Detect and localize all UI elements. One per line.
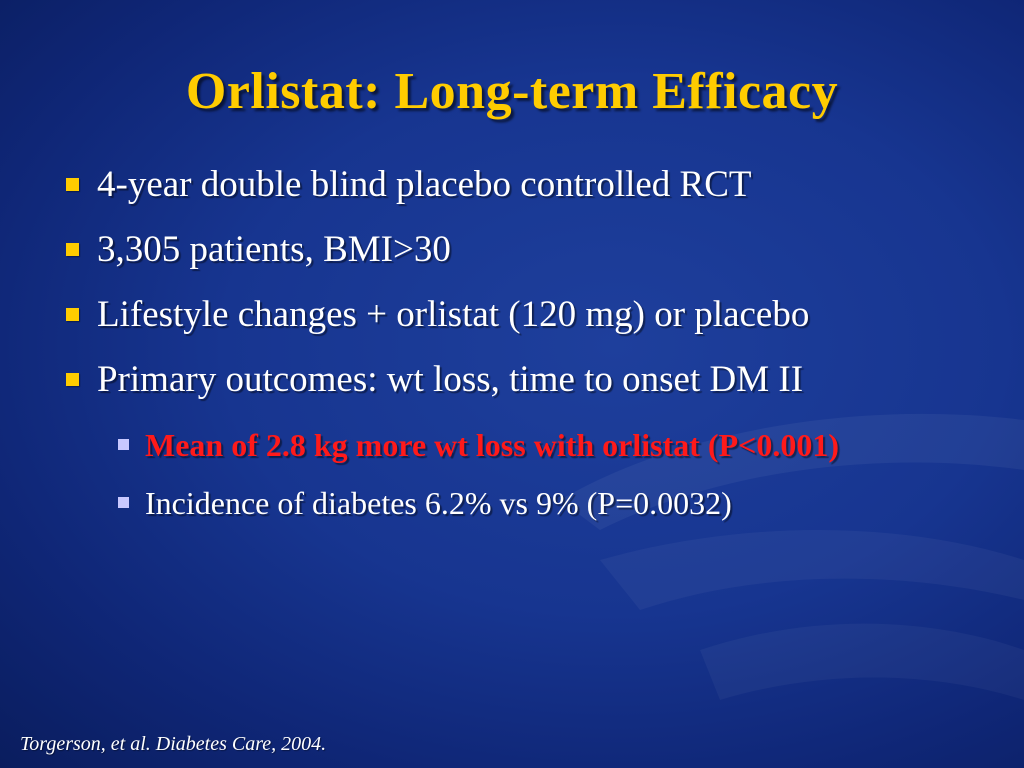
bullet-item: 3,305 patients, BMI>30 — [64, 228, 994, 272]
square-bullet-icon — [66, 308, 79, 321]
square-bullet-icon — [66, 373, 79, 386]
bullet-item: Primary outcomes: wt loss, time to onset… — [64, 358, 994, 402]
slide-title: Orlistat: Long-term Efficacy — [185, 63, 839, 120]
square-sub-bullet-icon — [118, 497, 129, 508]
square-bullet-icon — [66, 243, 79, 256]
bullet-text: 4-year double blind placebo controlled R… — [97, 164, 752, 205]
sub-bullet-item: Mean of 2.8 kg more wt loss with orlista… — [118, 425, 978, 465]
bullet-text: Primary outcomes: wt loss, time to onset… — [97, 359, 804, 400]
bullet-list: 4-year double blind placebo controlled R… — [64, 163, 994, 423]
square-sub-bullet-icon — [118, 439, 129, 450]
square-bullet-icon — [66, 178, 79, 191]
bullet-item: 4-year double blind placebo controlled R… — [64, 163, 994, 207]
bullet-item: Lifestyle changes + orlistat (120 mg) or… — [64, 293, 994, 337]
sub-bullet-text-highlight: Mean of 2.8 kg more wt loss with orlista… — [145, 427, 839, 463]
sub-bullet-list: Mean of 2.8 kg more wt loss with orlista… — [118, 425, 978, 541]
bullet-text: 3,305 patients, BMI>30 — [97, 229, 451, 270]
citation: Torgerson, et al. Diabetes Care, 2004. — [20, 733, 327, 755]
bullet-text: Lifestyle changes + orlistat (120 mg) or… — [97, 294, 810, 335]
sub-bullet-item: Incidence of diabetes 6.2% vs 9% (P=0.00… — [118, 483, 978, 523]
sub-bullet-text: Incidence of diabetes 6.2% vs 9% (P=0.00… — [145, 485, 732, 521]
